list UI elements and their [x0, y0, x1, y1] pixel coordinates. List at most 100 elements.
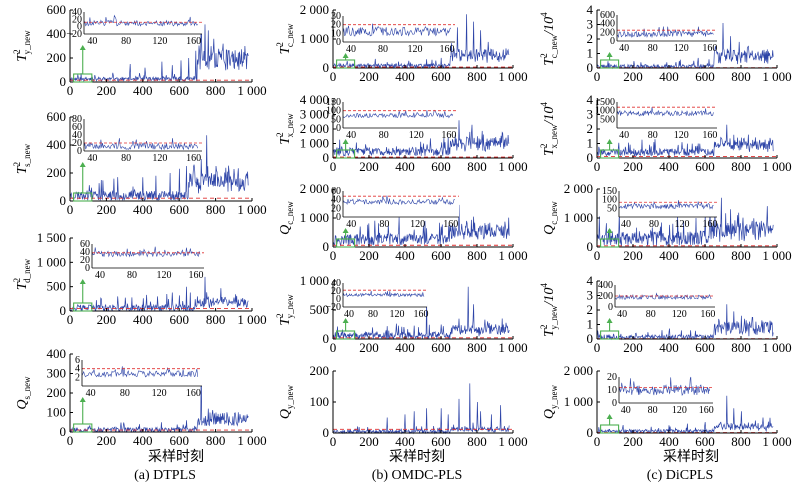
c1-xtick-label: 200	[623, 69, 643, 84]
a2-inset-xtick-label: 40	[87, 153, 97, 164]
c1-inset-xtick-label: 160	[702, 43, 717, 54]
a4-inset: 40 80 120 160 246	[75, 355, 202, 399]
a1-ytick-label: 600	[47, 2, 67, 17]
a3-ytick-label: 1 000	[37, 254, 66, 269]
c4-inset-xtick-label: 120	[672, 309, 687, 320]
b2-ytick-label: 3 000	[300, 107, 329, 122]
a1-inset-xtick-label: 40	[87, 36, 97, 47]
c3-inset-xtick-label: 40	[621, 219, 631, 230]
c5-inset-xtick-label: 120	[672, 405, 687, 416]
a2-ytick-label: 600	[47, 109, 67, 124]
b2-xtick-label: 1 000	[498, 159, 527, 174]
a3-ylabel: T2d_new	[12, 258, 32, 290]
b1-inset-xtick-label: 40	[346, 44, 356, 55]
a1-ylabel: T2y_new	[12, 30, 32, 62]
c1-inset-ytick-label: 400	[600, 19, 615, 30]
b3-ytick-label: 0	[323, 239, 330, 254]
b5-ylabel: Qy_new	[278, 384, 295, 419]
c1-inset-ytick-label: 0	[610, 36, 615, 47]
c3-ytick-label: 1 000	[564, 210, 593, 225]
c1-inset-ytick-label: 200	[600, 27, 615, 38]
b2-series-line	[332, 120, 510, 157]
a1-inset-xtick-label: 80	[121, 36, 131, 47]
b2-inset-xtick-label: 40	[346, 130, 356, 141]
c2-ytick-label: 3	[587, 107, 594, 122]
b4-xtick-label: 600	[431, 340, 451, 355]
b5-xtick-label: 0	[330, 434, 337, 449]
a4-inset-ytick-label: 6	[75, 355, 80, 366]
panel-c3: 0 1 000 2 000 0 200 400 600 800 1 000 Qc_new 40 80 1…	[542, 181, 792, 263]
a1-inset-ytick-label: −20	[66, 29, 82, 40]
c4-inset-series-line	[614, 292, 712, 301]
b4-zoom-arrow-head	[342, 318, 349, 323]
b4-inset-ytick-label: 0	[336, 294, 341, 305]
b2-xtick-label: 800	[467, 159, 487, 174]
c3-inset-ytick-label: 100	[602, 195, 617, 206]
column-b-caption: (b) OMDC-PLS	[372, 468, 463, 483]
b3-inset-ytick-label: 40	[331, 195, 341, 206]
c4-inset-ytick-label: 200	[598, 291, 613, 302]
b1-ytick-label: 1 000	[300, 31, 329, 46]
a3-inset-series-line	[91, 246, 201, 258]
a3-xtick-label: 200	[97, 312, 117, 327]
b2-inset-ytick-label: 150	[326, 97, 341, 108]
b5-xtick-label: 1 000	[498, 434, 527, 449]
c1-inset-ytick-label: 600	[600, 10, 615, 21]
a3-ytick-label: 1 500	[37, 230, 66, 245]
b4-xtick-label: 0	[330, 340, 337, 355]
b3-inset-xtick-label: 120	[410, 219, 425, 230]
b3-xtick-label: 1 000	[498, 248, 527, 263]
c3-xtick-label: 400	[659, 248, 679, 263]
a2-inset-ytick-label: 20	[72, 138, 82, 149]
c3-xtick-label: 0	[594, 248, 601, 263]
c1-xtick-label: 0	[594, 69, 601, 84]
a3-xtick-label: 400	[133, 312, 153, 327]
c1-inset-series-line	[616, 26, 714, 39]
a4-ytick-label: 300	[47, 366, 67, 381]
a1-xtick-label: 800	[206, 83, 226, 98]
a1-inset-xtick-label: 160	[186, 36, 201, 47]
b2-inset-ytick-label: 0	[336, 123, 341, 134]
b1-inset-ytick-label: 10	[331, 28, 341, 39]
a1-inset-ytick-label: 0	[77, 22, 82, 33]
c4-ylabel: T2y_new/104	[539, 283, 559, 337]
a2-xtick-label: 800	[206, 202, 226, 217]
a3-inset-ytick-label: 40	[80, 247, 90, 258]
panel-b5: 0 100 200 0 200 400 600 800 1 000 Qy_new	[278, 363, 528, 449]
a4-xtick-label: 800	[206, 433, 226, 448]
a2-xtick-label: 200	[97, 202, 117, 217]
b5-xtick-label: 200	[359, 434, 379, 449]
b2-inset-ytick-label: 100	[326, 106, 341, 117]
b3-xtick-label: 800	[467, 248, 487, 263]
b2-inset-ytick-label: 50	[331, 114, 341, 125]
b4-ylabel: T2y_new	[275, 294, 295, 326]
c4-xtick-label: 400	[659, 340, 679, 355]
a1-zoom-arrow-head	[79, 45, 86, 50]
c2-inset-ytick-label: 1000	[595, 106, 615, 117]
a2-inset-ytick-label: 0	[77, 146, 82, 157]
c3-xtick-label: 1 000	[762, 248, 791, 263]
a2-xtick-label: 600	[169, 202, 189, 217]
a4-xtick-label: 1 000	[237, 433, 266, 448]
c1-inset-xtick-label: 40	[619, 43, 629, 54]
b1-xtick-label: 0	[330, 69, 337, 84]
a4-xtick-label: 200	[97, 433, 117, 448]
b1-xtick-label: 600	[431, 69, 451, 84]
a1-inset-ytick-label: 40	[72, 7, 82, 18]
c3-ylabel: Qc_new	[542, 201, 559, 235]
b3-inset-ytick-label: 60	[331, 186, 341, 197]
c3-inset-xtick-label: 80	[649, 219, 659, 230]
c2-ytick-label: 4	[587, 92, 594, 107]
c4-ytick-label: 0	[587, 331, 594, 346]
